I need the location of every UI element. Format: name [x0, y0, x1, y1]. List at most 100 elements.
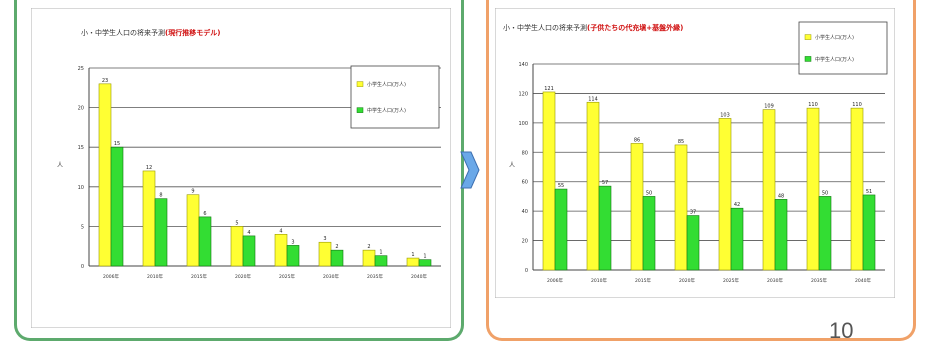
data-label: 48	[778, 193, 784, 199]
bar-junior-high-6	[818, 196, 832, 271]
bar-junior-high-3	[242, 235, 256, 267]
legend-swatch	[804, 34, 812, 40]
y-tick-label: 20	[522, 239, 528, 245]
y-tick-label: 5	[81, 224, 84, 230]
bar-junior-high-2	[198, 216, 212, 267]
x-tick-label: 2020年	[679, 277, 695, 284]
bar-elementary-7	[850, 107, 864, 271]
bar-elementary-4	[718, 118, 732, 271]
x-tick-label: 2025年	[723, 277, 739, 284]
y-tick-label: 25	[78, 66, 84, 72]
y-tick-label: 10	[78, 185, 84, 191]
data-label: 4	[279, 228, 282, 234]
legend-box	[350, 65, 440, 129]
chart-frame	[31, 8, 451, 328]
bar-elementary-6	[362, 249, 376, 267]
data-label: 114	[588, 96, 598, 102]
legend-box	[798, 21, 888, 75]
data-label: 8	[159, 193, 162, 199]
data-label: 2	[335, 244, 338, 250]
x-tick-label: 2035年	[811, 277, 827, 284]
y-tick-label: 20	[78, 106, 84, 112]
bar-junior-high-7	[862, 194, 876, 271]
y-tick-label: 15	[78, 145, 84, 151]
bar-elementary-3	[674, 144, 688, 271]
data-label: 5	[235, 220, 238, 226]
legend-entry: 小学生人口(万人)	[367, 81, 406, 88]
y-axis-label: 人	[509, 162, 515, 169]
bar-junior-high-5	[330, 249, 344, 267]
bar-junior-high-4	[286, 245, 300, 267]
y-tick-label: 120	[518, 91, 528, 97]
y-tick-label: 0	[525, 268, 528, 274]
data-label: 50	[646, 190, 652, 196]
data-label: 57	[602, 180, 608, 186]
bar-elementary-1	[142, 170, 156, 267]
y-tick-label: 100	[518, 121, 528, 127]
legend-swatch	[356, 81, 364, 87]
data-label: 15	[114, 141, 120, 147]
y-tick-label: 40	[522, 209, 528, 215]
bar-elementary-2	[186, 194, 200, 267]
bar-junior-high-4	[730, 207, 744, 271]
bar-junior-high-3	[686, 215, 700, 271]
data-label: 1	[423, 254, 426, 260]
bar-junior-high-1	[154, 198, 168, 267]
data-label: 3	[291, 239, 294, 245]
bar-elementary-1	[586, 101, 600, 271]
x-tick-label: 2040年	[411, 273, 427, 280]
legend-entry: 中学生人口(万人)	[815, 56, 854, 63]
chevron-right-icon	[460, 151, 480, 189]
data-label: 23	[102, 78, 108, 84]
bar-junior-high-2	[642, 196, 656, 271]
data-label: 103	[720, 112, 730, 118]
data-label: 3	[323, 236, 326, 242]
legend-entry: 中学生人口(万人)	[367, 107, 406, 114]
chart-title: 小・中学生人口の将来予測(現行推移モデル)	[81, 28, 220, 37]
data-label: 12	[146, 165, 152, 171]
data-label: 2	[367, 244, 370, 250]
bar-junior-high-1	[598, 185, 612, 271]
bar-junior-high-0	[110, 146, 124, 267]
x-tick-label: 2040年	[855, 277, 871, 284]
bar-junior-high-5	[774, 199, 788, 271]
chart-left: 小・中学生人口の将来予測(現行推移モデル)人051015202523152006…	[31, 8, 451, 328]
x-tick-label: 2010年	[147, 273, 163, 280]
bar-elementary-4	[274, 234, 288, 267]
x-tick-label: 2006年	[103, 273, 119, 280]
y-tick-label: 0	[81, 264, 84, 270]
x-tick-label: 2035年	[367, 273, 383, 280]
x-tick-label: 2010年	[591, 277, 607, 284]
chart-title: 小・中学生人口の将来予測(子供たちの代充塡+基盤外縁)	[503, 23, 683, 32]
data-label: 86	[634, 137, 640, 143]
x-tick-label: 2030年	[767, 277, 783, 284]
chart-right: 小・中学生人口の将来予測(子供たちの代充塡+基盤外縁) 人 0 20 40 60 80 100…	[495, 8, 895, 298]
bar-elementary-3	[230, 226, 244, 267]
bar-junior-high-7	[418, 259, 432, 267]
y-tick-label: 60	[522, 180, 528, 186]
data-label: 110	[808, 102, 818, 108]
x-tick-label: 2015年	[635, 277, 651, 284]
bar-elementary-2	[630, 143, 644, 271]
x-tick-label: 2030年	[323, 273, 339, 280]
data-label: 42	[734, 202, 740, 208]
x-tick-label: 2015年	[191, 273, 207, 280]
data-label: 50	[822, 190, 828, 196]
bar-elementary-5	[318, 241, 332, 267]
bar-elementary-6	[806, 107, 820, 271]
bar-elementary-5	[762, 109, 776, 271]
x-tick-label: 2006年	[547, 277, 563, 284]
data-label: 121	[544, 86, 554, 92]
data-label: 85	[678, 139, 684, 145]
x-tick-label: 2025年	[279, 273, 295, 280]
legend-entry: 小学生人口(万人)	[815, 34, 854, 41]
bar-elementary-0	[542, 91, 556, 271]
y-tick-label: 140	[518, 62, 528, 68]
data-label: 55	[558, 183, 564, 189]
data-label: 9	[191, 189, 194, 195]
data-label: 51	[866, 189, 872, 195]
data-label: 109	[764, 104, 774, 110]
data-label: 37	[690, 210, 696, 216]
data-label: 1	[411, 252, 414, 258]
x-tick-label: 2020年	[235, 273, 251, 280]
